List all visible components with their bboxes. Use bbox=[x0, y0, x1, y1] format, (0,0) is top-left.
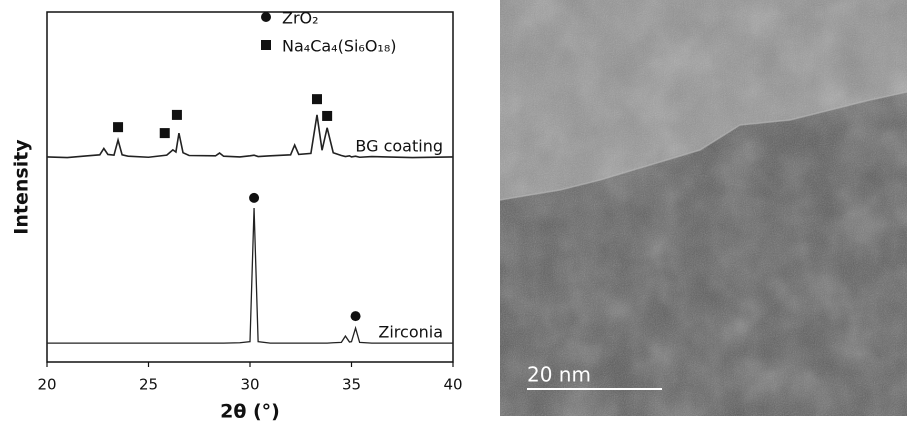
scale-bar-label: 20 nm bbox=[527, 363, 591, 387]
series-label: BG coating bbox=[355, 136, 443, 155]
figure: 20 nm 2θ (°) Intensity 20 25 30 35 40 BG coat… bbox=[0, 0, 907, 427]
y-axis-label: Intensity bbox=[11, 139, 33, 235]
tem-image: 20 nm bbox=[500, 0, 907, 416]
x-tick-label: 40 bbox=[443, 376, 462, 394]
peak-marker bbox=[351, 311, 361, 321]
legend-symbol bbox=[261, 40, 271, 50]
page: 20 nm 2θ (°) Intensity 20 25 30 35 40 BG coat… bbox=[0, 0, 907, 427]
peak-marker bbox=[312, 94, 322, 104]
legend-label: ZrO₂ bbox=[282, 9, 319, 28]
peak-marker bbox=[172, 110, 182, 120]
x-axis-label: 2θ (°) bbox=[220, 401, 280, 423]
x-tick-label: 25 bbox=[139, 376, 158, 394]
x-tick-label: 20 bbox=[37, 376, 56, 394]
peak-marker bbox=[160, 128, 170, 138]
x-tick-label: 35 bbox=[342, 376, 361, 394]
legend-symbol bbox=[261, 12, 271, 22]
peak-marker bbox=[322, 111, 332, 121]
x-tick-label: 30 bbox=[240, 376, 259, 394]
legend-label: Na₄Ca₄(Si₆O₁₈) bbox=[282, 37, 397, 56]
peak-marker bbox=[113, 122, 123, 132]
series-label: Zirconia bbox=[378, 323, 443, 342]
peak-marker bbox=[249, 193, 259, 203]
plot-frame bbox=[47, 12, 453, 362]
